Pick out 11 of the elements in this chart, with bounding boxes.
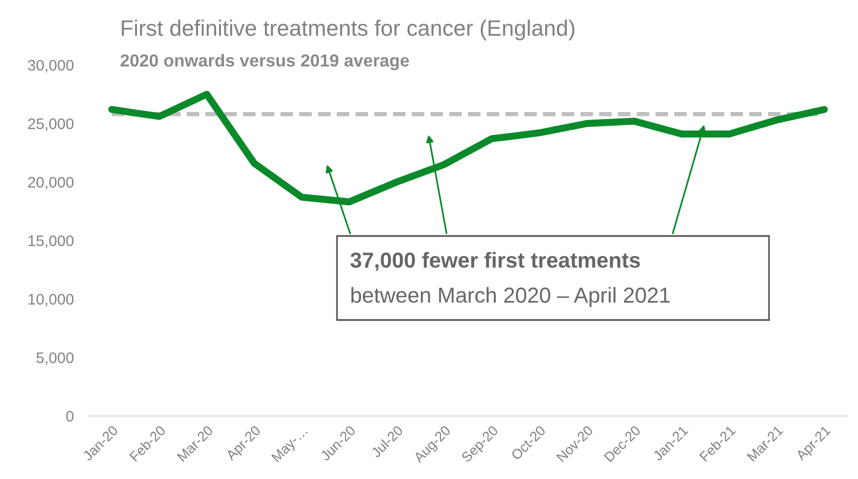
- y-tick-label: 25,000: [28, 118, 74, 131]
- annotation: between March 2020 – April 2021: [351, 286, 670, 308]
- annotation: 37,000 fewer first treatments: [350, 252, 640, 271]
- y-tick-label: 10,000: [28, 294, 74, 306]
- y-tick-label: 5,000: [36, 352, 74, 365]
- chart-title: First definitive treatments for cancer (England): [122, 20, 574, 40]
- y-tick-label: 0: [66, 410, 74, 422]
- y-tick-label: 30,000: [28, 60, 74, 72]
- y-tick-label: 20,000: [28, 176, 74, 190]
- y-tick-label: 15,000: [28, 235, 74, 248]
- chart-subtitle: 2020 onwards versus 2019 average: [120, 54, 409, 70]
